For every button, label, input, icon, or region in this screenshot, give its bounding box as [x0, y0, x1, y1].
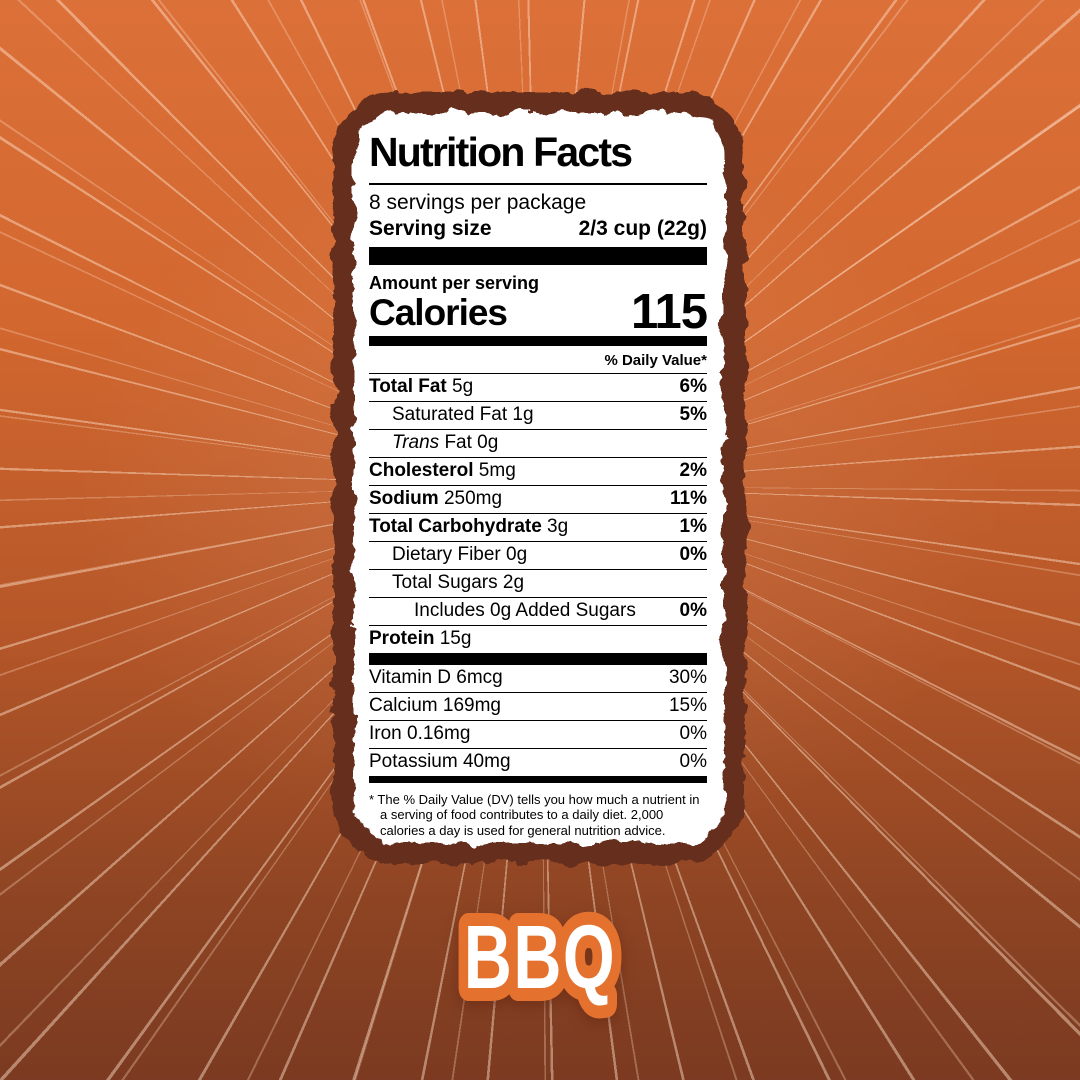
nutrient-name-bold: Cholesterol: [369, 459, 474, 481]
nutrient-row-cholesterol: Cholesterol 5mg 2%: [369, 458, 707, 486]
divider-bar-thick: [369, 246, 707, 265]
nutrient-row-saturated-fat: Saturated Fat 1g 5%: [369, 402, 707, 430]
vitamin-name: Calcium 169mg: [369, 694, 501, 716]
nutrient-name: Protein 15g: [369, 627, 472, 649]
nutrient-row-sodium: Sodium 250mg 11%: [369, 486, 707, 514]
vitamin-row-calcium: Calcium 169mg 15%: [369, 693, 707, 721]
nutrient-name: Dietary Fiber 0g: [392, 543, 528, 565]
nutrient-name: Trans Fat 0g: [369, 431, 499, 453]
vitamin-name: Iron 0.16mg: [369, 722, 471, 744]
nutrient-name: Total Sugars 2g: [392, 571, 525, 593]
nutrient-name-bold: Total Carbohydrate: [369, 515, 542, 537]
serving-size-label: Serving size: [369, 216, 492, 240]
servings-per-package: 8 servings per package: [369, 190, 587, 214]
nutrient-row-total-sugars: Total Sugars 2g: [369, 570, 707, 598]
label-rough-frame: [333, 92, 745, 864]
divider-bar-medium: [369, 335, 707, 346]
nutrient-dv: 1%: [679, 515, 707, 537]
nutrient-row-protein: Protein 15g: [369, 626, 707, 653]
nutrient-name: Total Fat 5g: [369, 375, 474, 397]
nutrient-dv: 11%: [670, 487, 707, 509]
nutrient-dv: 0%: [679, 599, 707, 621]
vitamin-row-iron: Iron 0.16mg 0%: [369, 721, 707, 749]
label-paper: [354, 113, 724, 843]
nutrient-name: Cholesterol 5mg: [369, 459, 516, 481]
vitamin-dv: 30%: [668, 666, 707, 688]
label-title: Nutrition Facts: [369, 131, 707, 185]
nutrient-name-bold: Sodium: [369, 487, 439, 509]
calories-label: Calories: [369, 291, 508, 333]
nutrient-name: Saturated Fat 1g: [392, 403, 534, 425]
nutrient-dv: 6%: [679, 375, 707, 397]
nutrient-amount: 3g: [541, 515, 569, 537]
vitamin-name: Vitamin D 6mcg: [369, 666, 503, 688]
nutrient-name-italic: Trans: [392, 431, 440, 453]
vitamin-dv: 0%: [679, 722, 707, 744]
nutrient-row-total-carbohydrate: Total Carbohydrate 3g 1%: [369, 514, 707, 542]
nutrition-facts-label: Nutrition Facts 8 servings per package S…: [352, 112, 724, 846]
nutrient-row-total-fat: Total Fat 5g 6%: [369, 374, 707, 402]
calories-value: 115: [630, 284, 708, 339]
nutrient-rows: Total Fat 5g 6% Saturated Fat 1g 5% Tran…: [369, 374, 707, 653]
vitamin-row-potassium: Potassium 40mg 0%: [369, 749, 707, 776]
daily-value-header: % Daily Value*: [369, 346, 707, 374]
nutrient-amount: 5g: [446, 375, 474, 397]
calories-row: Calories 115: [369, 284, 708, 339]
divider-bar-medium: [369, 652, 707, 665]
bbq-caption: BBQ: [453, 898, 626, 1019]
nutrient-name: Total Carbohydrate 3g: [369, 515, 569, 537]
amount-per-serving-label: Amount per serving: [369, 272, 540, 293]
divider-bar-thin: [369, 775, 707, 783]
nutrient-amount: 250mg: [438, 487, 503, 509]
bbq-caption-text: BBQ: [464, 906, 616, 1007]
vitamin-row-vitamin-d: Vitamin D 6mcg 30%: [369, 665, 707, 693]
nutrient-amount: Fat 0g: [439, 431, 499, 453]
nutrient-amount: 15g: [434, 627, 472, 649]
vitamin-rows: Vitamin D 6mcg 30% Calcium 169mg 15% Iro…: [369, 665, 707, 776]
nutrient-name-bold: Total Fat: [369, 375, 447, 397]
nutrient-row-dietary-fiber: Dietary Fiber 0g 0%: [369, 542, 707, 570]
nutrient-name: Includes 0g Added Sugars: [414, 599, 636, 621]
serving-size-row: Serving size 2/3 cup (22g): [369, 216, 707, 241]
daily-value-footnote: * The % Daily Value (DV) tells you how m…: [369, 791, 700, 838]
vitamin-name: Potassium 40mg: [369, 750, 511, 772]
serving-size-value: 2/3 cup (22g): [578, 216, 707, 240]
nutrient-dv: 0%: [679, 543, 707, 565]
nutrient-row-trans-fat: Trans Fat 0g: [369, 430, 707, 458]
nutrient-dv: 2%: [679, 459, 707, 481]
nutrient-row-added-sugars: Includes 0g Added Sugars 0%: [369, 598, 707, 626]
nutrient-dv: 5%: [679, 403, 707, 425]
vitamin-dv: 0%: [679, 750, 707, 772]
nutrient-amount: 5mg: [473, 459, 516, 481]
vitamin-dv: 15%: [668, 694, 707, 716]
nutrient-name: Sodium 250mg: [369, 487, 503, 509]
nutrient-name-bold: Protein: [369, 627, 435, 649]
